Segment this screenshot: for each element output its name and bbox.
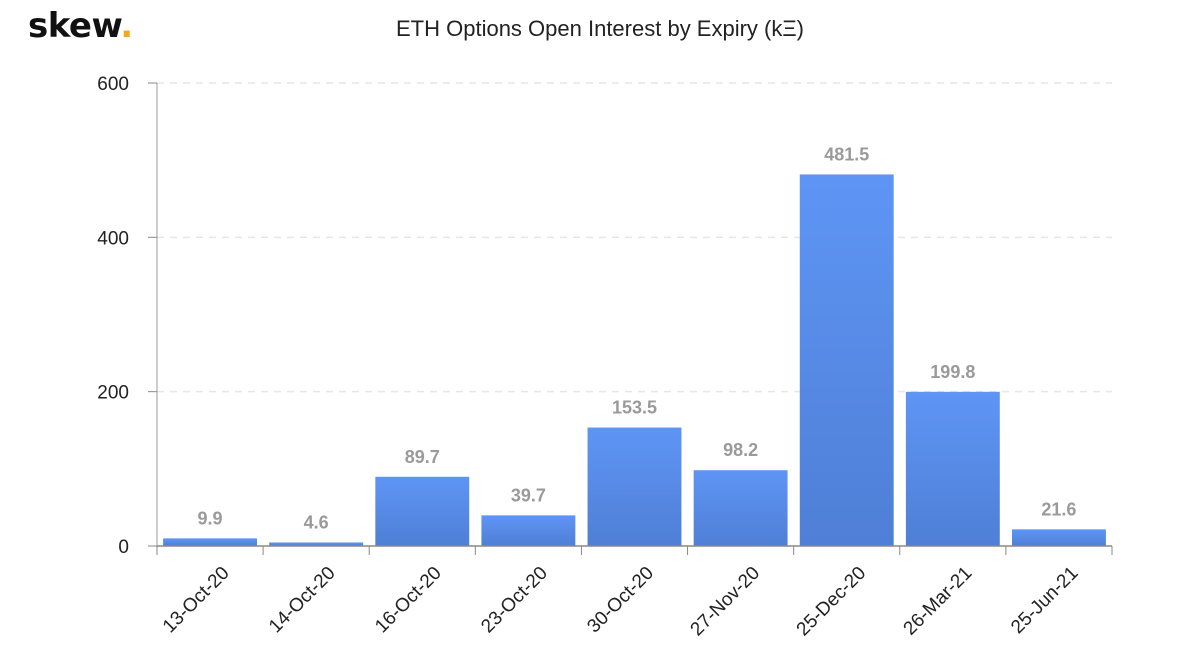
bar <box>269 542 364 546</box>
x-tick-label: 13-Oct-20 <box>159 563 234 638</box>
y-tick-label: 400 <box>97 228 129 249</box>
y-tick-label: 0 <box>118 537 129 558</box>
data-label: 199.8 <box>930 362 975 382</box>
data-label: 98.2 <box>723 440 758 460</box>
y-axis: 0 200 400 600 <box>97 74 158 558</box>
bar <box>693 470 788 546</box>
x-tick-label: 26-Mar-21 <box>900 563 977 640</box>
x-tick-label: 27-Nov-20 <box>687 563 765 641</box>
grid-lines <box>157 82 1112 393</box>
data-label: 21.6 <box>1041 499 1076 519</box>
data-labels: 9.9 4.6 89.7 39.7 153.5 98.2 481.5 199.8 21.6 <box>198 144 1077 532</box>
bar <box>587 427 682 546</box>
data-label: 4.6 <box>304 512 329 532</box>
data-label: 89.7 <box>405 447 440 467</box>
data-label: 39.7 <box>511 485 546 505</box>
chart-title: ETH Options Open Interest by Expiry (kΞ) <box>396 16 804 41</box>
data-label: 9.9 <box>198 508 223 528</box>
bar <box>163 538 258 546</box>
bar <box>481 515 576 546</box>
data-label: 153.5 <box>612 398 657 418</box>
y-tick-label: 200 <box>97 383 129 404</box>
bar <box>905 391 1000 546</box>
bars <box>163 174 1106 546</box>
bar <box>1011 529 1106 546</box>
x-tick-label: 23-Oct-20 <box>477 563 552 638</box>
y-tick-label: 600 <box>97 74 129 95</box>
data-label: 481.5 <box>824 144 869 164</box>
bar <box>375 476 470 546</box>
x-tick-label: 25-Jun-21 <box>1007 563 1082 638</box>
x-tick-label: 30-Oct-20 <box>583 563 658 638</box>
x-tick-label: 14-Oct-20 <box>265 563 340 638</box>
x-tick-label: 25-Dec-20 <box>793 563 871 641</box>
x-tick-label: 16-Oct-20 <box>371 563 446 638</box>
skew-logo: skew. <box>28 6 133 46</box>
x-axis: 13-Oct-20 14-Oct-20 16-Oct-20 23-Oct-20 30-O… <box>156 545 1113 641</box>
bar <box>799 174 894 546</box>
